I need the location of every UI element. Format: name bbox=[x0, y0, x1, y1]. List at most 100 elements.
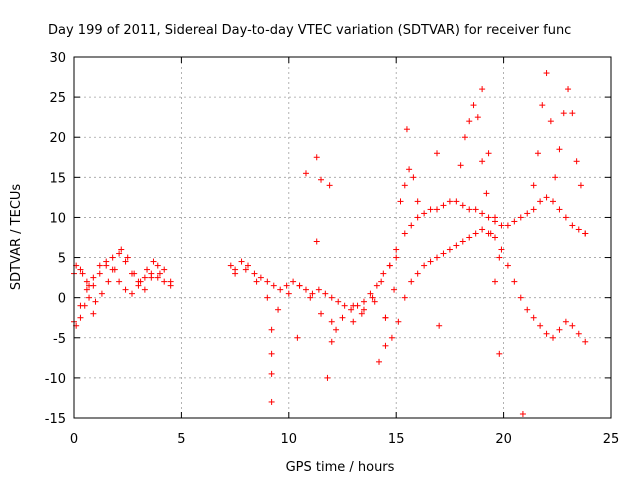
y-tick-label: 25 bbox=[49, 91, 66, 106]
data-point bbox=[524, 210, 531, 217]
data-point bbox=[309, 290, 316, 297]
x-tick-labels: 0 5 10 15 20 25 bbox=[70, 432, 619, 447]
data-point bbox=[440, 202, 447, 209]
data-point bbox=[144, 266, 151, 273]
data-point bbox=[333, 326, 340, 333]
data-point bbox=[530, 182, 537, 189]
data-point bbox=[109, 254, 116, 261]
data-point bbox=[302, 286, 309, 293]
data-point bbox=[161, 266, 168, 273]
data-point bbox=[556, 326, 563, 333]
data-point bbox=[122, 258, 129, 265]
data-point bbox=[408, 222, 415, 229]
data-point bbox=[543, 330, 550, 337]
data-point bbox=[479, 86, 486, 93]
data-point bbox=[328, 294, 335, 301]
data-point bbox=[388, 334, 395, 341]
data-point bbox=[341, 302, 348, 309]
x-axis-label: GPS time / hours bbox=[286, 460, 395, 475]
data-point bbox=[77, 266, 84, 273]
data-point bbox=[577, 182, 584, 189]
data-point bbox=[268, 350, 275, 357]
y-tick-label: 30 bbox=[49, 51, 66, 66]
axis-ticks bbox=[73, 56, 612, 419]
data-point bbox=[550, 198, 557, 205]
x-tick-label: 25 bbox=[603, 432, 620, 447]
data-point bbox=[378, 278, 385, 285]
data-point bbox=[326, 182, 333, 189]
data-point bbox=[565, 86, 572, 93]
data-point bbox=[434, 206, 441, 213]
data-point bbox=[268, 370, 275, 377]
data-point bbox=[479, 158, 486, 165]
data-point bbox=[315, 286, 322, 293]
data-point bbox=[414, 270, 421, 277]
data-point bbox=[496, 350, 503, 357]
y-tick-labels: -15 -10 -5 0 5 10 15 20 25 30 bbox=[45, 51, 66, 427]
data-point bbox=[393, 246, 400, 253]
data-point bbox=[335, 298, 342, 305]
data-point bbox=[472, 206, 479, 213]
data-point bbox=[436, 322, 443, 329]
data-point bbox=[397, 198, 404, 205]
data-point bbox=[264, 294, 271, 301]
data-point bbox=[453, 242, 460, 249]
data-point bbox=[453, 198, 460, 205]
data-point bbox=[154, 274, 161, 281]
y-tick-label: 5 bbox=[58, 252, 66, 267]
data-point bbox=[504, 262, 511, 269]
data-point bbox=[569, 110, 576, 117]
data-point bbox=[569, 222, 576, 229]
data-point bbox=[111, 266, 118, 273]
data-point bbox=[446, 198, 453, 205]
data-point bbox=[283, 282, 290, 289]
data-point bbox=[547, 118, 554, 125]
data-point bbox=[328, 318, 335, 325]
data-point bbox=[562, 214, 569, 221]
data-point bbox=[569, 322, 576, 329]
data-point bbox=[575, 226, 582, 233]
x-tick-label: 5 bbox=[177, 432, 185, 447]
data-point bbox=[118, 246, 125, 253]
data-point bbox=[90, 274, 97, 281]
data-point bbox=[318, 176, 325, 183]
data-point bbox=[524, 306, 531, 313]
data-point bbox=[242, 266, 249, 273]
y-tick-label: -10 bbox=[45, 372, 66, 387]
data-point bbox=[485, 214, 492, 221]
grid bbox=[74, 57, 611, 418]
data-point bbox=[294, 334, 301, 341]
y-tick-label: 15 bbox=[49, 171, 66, 186]
data-point bbox=[122, 286, 129, 293]
data-point bbox=[498, 246, 505, 253]
data-point bbox=[285, 290, 292, 297]
data-point bbox=[86, 282, 93, 289]
data-point bbox=[406, 166, 413, 173]
data-point bbox=[539, 102, 546, 109]
series-sdtvar bbox=[71, 70, 589, 417]
data-point bbox=[474, 114, 481, 121]
data-point bbox=[421, 210, 428, 217]
data-point bbox=[498, 222, 505, 229]
data-point bbox=[227, 262, 234, 269]
data-point bbox=[534, 150, 541, 157]
data-point bbox=[427, 206, 434, 213]
data-point bbox=[470, 102, 477, 109]
data-point bbox=[550, 334, 557, 341]
data-point bbox=[154, 262, 161, 269]
data-point bbox=[373, 282, 380, 289]
data-point bbox=[232, 270, 239, 277]
data-point bbox=[277, 286, 284, 293]
data-point bbox=[492, 278, 499, 285]
data-point bbox=[519, 410, 526, 417]
data-point bbox=[401, 294, 408, 301]
data-point bbox=[492, 234, 499, 241]
data-point bbox=[440, 250, 447, 257]
data-point bbox=[156, 270, 163, 277]
data-point bbox=[86, 294, 93, 301]
data-point bbox=[582, 230, 589, 237]
data-point bbox=[511, 218, 518, 225]
chart-title: Day 199 of 2011, Sidereal Day-to-day VTE… bbox=[48, 23, 571, 38]
data-point bbox=[103, 258, 110, 265]
y-axis-label: SDTVAR / TECUs bbox=[9, 184, 24, 291]
